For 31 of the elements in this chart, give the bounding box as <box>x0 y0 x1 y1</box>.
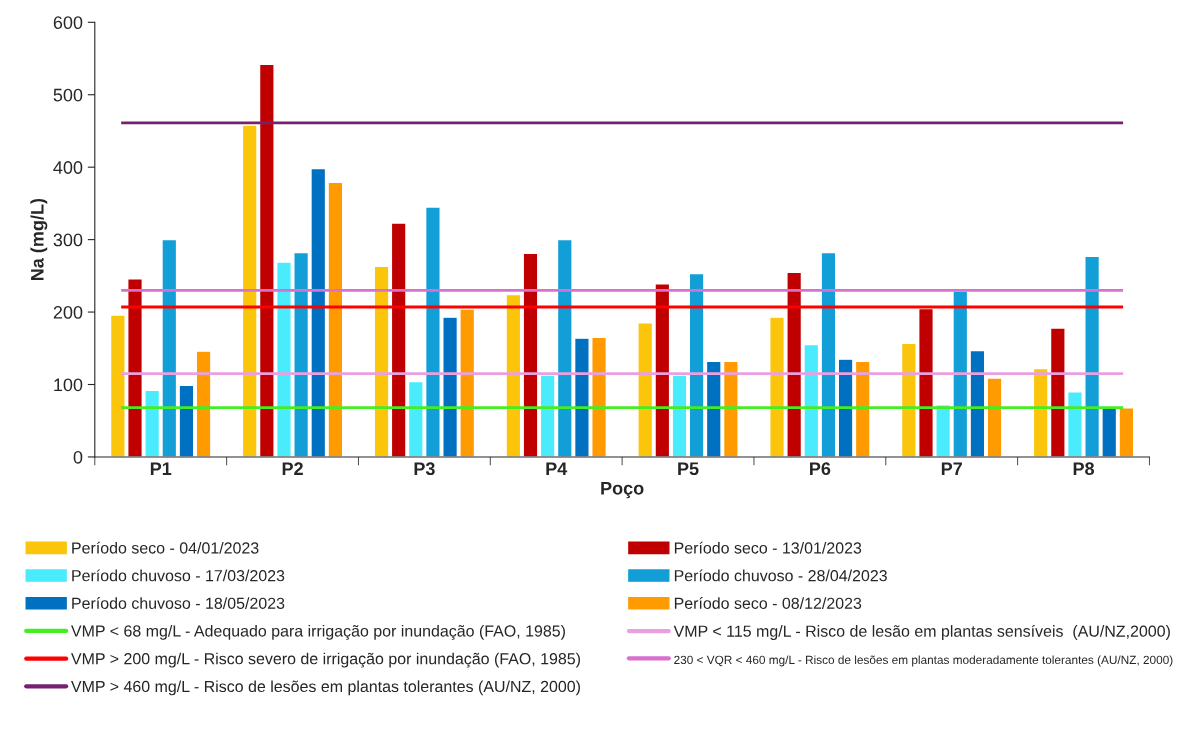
legend-label: Período chuvoso - 28/04/2023 <box>674 569 887 582</box>
bar <box>986 377 1003 457</box>
legend-label: Período chuvoso - 18/05/2023 <box>72 597 285 609</box>
x-tick-label: P2 <box>282 462 303 475</box>
y-tick-label: 200 <box>53 305 83 319</box>
legend-label: Período seco - 08/12/2023 <box>674 597 862 609</box>
legend-label: VMP < 68 mg/L - Adequado para irrigação por inundação (FAO, 1985) <box>71 624 565 640</box>
legend-label: VMP > 460 mg/L - Risco de lesões em plantas tolerantes (AU/NZ, 2000) <box>71 680 580 696</box>
y-axis-title: Na (mg/L) <box>30 198 48 281</box>
y-tick-label: 300 <box>53 233 83 247</box>
bar <box>195 350 212 457</box>
x-tick-label: P6 <box>810 462 831 476</box>
y-tick-label: 100 <box>54 378 83 392</box>
y-tick-label: 0 <box>73 450 83 464</box>
x-tick-label: P8 <box>1073 462 1095 476</box>
legend-label: Período seco - 04/01/2023 <box>72 541 259 554</box>
x-tick-label: P7 <box>941 462 962 475</box>
legend-label: VMP > 200 mg/L - Risco severo de irrigação por inundação (FAO, 1985) <box>71 652 580 668</box>
y-tick-label: 400 <box>53 161 83 174</box>
y-tick-label: 600 <box>53 16 83 30</box>
y-tick-label: 500 <box>53 88 83 102</box>
x-tick-label: P4 <box>546 462 568 475</box>
legend-label: Período chuvoso - 17/03/2023 <box>72 569 285 582</box>
legend-label: 230 < VQR < 460 mg/L - Risco de lesões em plantas moderadamente tolerantes (AU/NZ, 2000) <box>674 655 1173 667</box>
legend-label: VMP < 115 mg/L - Risco de lesão em plantas sensíveis (AU/NZ,2000) <box>673 624 1170 640</box>
legend-label: Período seco - 13/01/2023 <box>674 541 862 554</box>
x-tick-label: P3 <box>414 462 435 476</box>
bar <box>505 293 522 457</box>
x-tick-label: P5 <box>678 462 699 476</box>
x-axis-title: Poço <box>601 482 644 499</box>
x-tick-label: P1 <box>150 462 172 475</box>
